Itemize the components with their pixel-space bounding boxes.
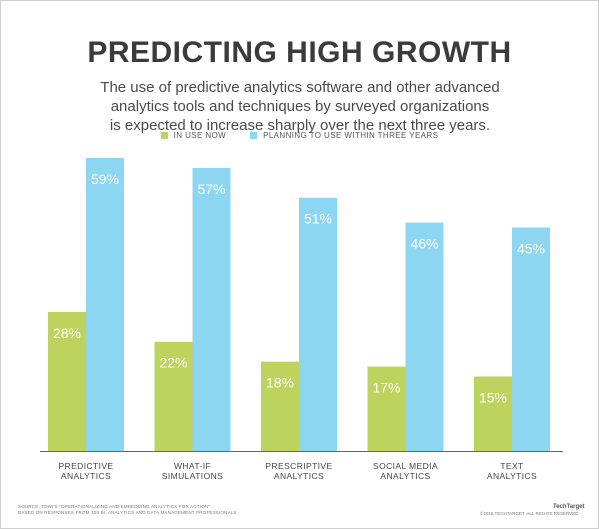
legend-item-in-use: IN USE NOW — [160, 131, 227, 140]
legend: IN USE NOW PLANNING TO USE WITHIN THREE … — [0, 131, 599, 140]
legend-swatch-in-use — [160, 132, 168, 139]
bar-planning — [512, 227, 550, 451]
source-line: SOURCE: TDWI'S "OPERATIONALIZING AND EMB… — [18, 504, 211, 509]
bar-planning — [299, 197, 337, 451]
data-label: 57% — [197, 181, 225, 197]
data-label: 22% — [159, 355, 187, 371]
subtitle-line: is expected to increase sharply over the… — [109, 117, 491, 134]
bar-in-use — [48, 311, 86, 451]
category-label: SIMULATIONS — [162, 471, 223, 481]
data-label: 28% — [53, 325, 81, 341]
bar-in-use — [367, 366, 406, 451]
category-label: ANALYTICS — [380, 471, 430, 481]
category-label: ANALYTICS — [274, 471, 324, 481]
legend-swatch-planning — [250, 132, 258, 139]
data-label: 15% — [479, 390, 507, 406]
subtitle-line: analytics tools and techniques by survey… — [110, 98, 490, 115]
copyright-text: ©2016 TECHTARGET. ALL RIGHTS RESERVED — [480, 511, 579, 516]
bar-in-use — [474, 376, 512, 451]
bar-in-use — [261, 361, 299, 451]
source-note: SOURCE: TDWI'S "OPERATIONALIZING AND EMB… — [18, 504, 238, 516]
chart-title: PREDICTING HIGH GROWTH — [87, 36, 512, 69]
chart-subtitle: The use of predictive analytics software… — [100, 78, 500, 135]
category-label: TEXT — [500, 461, 523, 471]
category-label: WHAT-IF — [174, 461, 211, 471]
category-label: PRESCRIPTIVE — [265, 461, 332, 471]
legend-item-planning: PLANNING TO USE WITHIN THREE YEARS — [250, 131, 438, 140]
data-label: 18% — [266, 375, 294, 391]
category-label: PREDICTIVE — [58, 461, 113, 471]
bar-planning — [192, 167, 231, 452]
brand-logo: TechTarget — [553, 504, 585, 510]
data-label: 59% — [91, 171, 119, 187]
bar-planning — [86, 158, 124, 451]
legend-label-planning: PLANNING TO USE WITHIN THREE YEARS — [263, 131, 439, 140]
category-label: SOCIAL MEDIA — [373, 461, 438, 471]
data-label: 45% — [517, 241, 545, 257]
data-label: 17% — [372, 380, 400, 396]
category-label: ANALYTICS — [487, 471, 537, 481]
bar-in-use — [154, 341, 193, 451]
bar-planning — [405, 222, 444, 451]
data-label: 51% — [304, 211, 332, 227]
source-line: BASED ON RESPONSES FROM 309 BI, ANALYTIC… — [18, 510, 239, 515]
subtitle-line: The use of predictive analytics software… — [100, 79, 500, 96]
category-label: ANALYTICS — [61, 471, 111, 481]
data-label: 46% — [410, 236, 438, 252]
legend-label-in-use: IN USE NOW — [173, 131, 227, 140]
